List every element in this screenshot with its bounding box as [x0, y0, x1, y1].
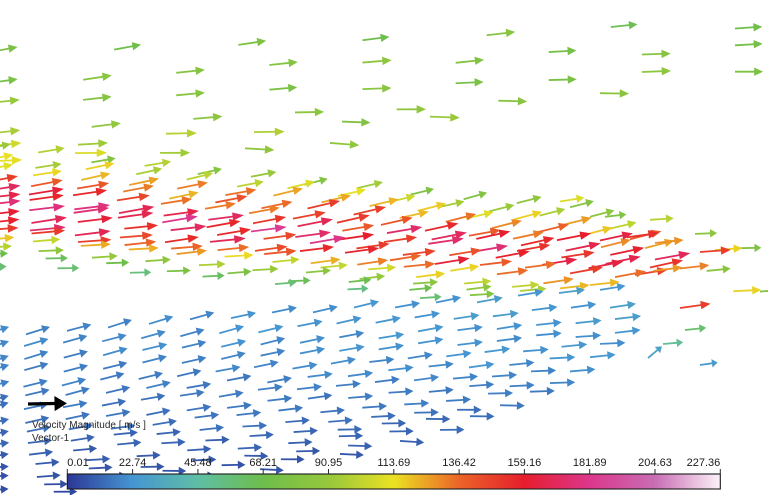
- svg-text:227.36: 227.36: [687, 457, 721, 469]
- svg-text:204.63: 204.63: [638, 457, 672, 469]
- svg-text:0.01: 0.01: [67, 457, 88, 469]
- svg-text:68.21: 68.21: [249, 457, 277, 469]
- svg-text:181.89: 181.89: [573, 457, 607, 469]
- svg-text:113.69: 113.69: [377, 457, 410, 469]
- svg-text:90.95: 90.95: [315, 457, 343, 469]
- svg-text:159.16: 159.16: [508, 457, 542, 469]
- svg-text:136.42: 136.42: [442, 457, 476, 469]
- svg-text:22.74: 22.74: [119, 457, 147, 469]
- svg-text:45.48: 45.48: [184, 457, 212, 469]
